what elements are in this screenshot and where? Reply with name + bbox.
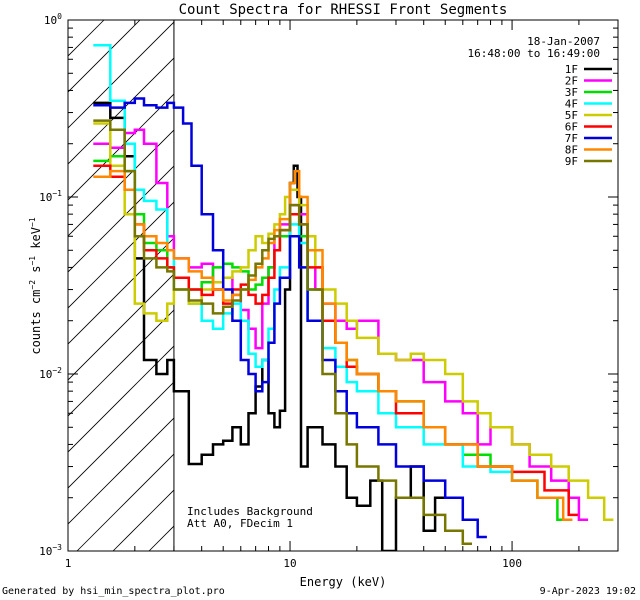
- series-4F-line: [93, 44, 522, 482]
- hatch-line: [329, 20, 640, 551]
- hatch-line: [68, 165, 174, 273]
- plot-frame: [67, 19, 619, 552]
- hatch-line: [545, 20, 640, 551]
- legend-label-6F: 6F: [565, 121, 578, 134]
- hatch-line: [617, 20, 640, 551]
- series-1F-line: [93, 101, 445, 551]
- hatch-line: [581, 20, 640, 551]
- hatch-line: [76, 453, 174, 551]
- x-tick-label: 1: [65, 557, 72, 570]
- x-tick-label: 10: [283, 557, 296, 570]
- axes: 1 10 100 10−3 10−2 10−1 100: [39, 12, 619, 570]
- date-label: 18-Jan-2007: [527, 35, 600, 48]
- y-tick-label: 10−3: [39, 543, 62, 558]
- hatch-line: [68, 273, 174, 381]
- hatch-line: [68, 21, 174, 129]
- y-label-mid1: s: [29, 266, 43, 280]
- y-label-exp2: −1: [28, 256, 37, 266]
- legend-label-9F: 9F: [565, 155, 578, 168]
- footer-generated: Generated by hsi_min_spectra_plot.pro: [2, 586, 225, 597]
- series-2F-line: [93, 128, 589, 522]
- legend-label-3F: 3F: [565, 86, 578, 99]
- chart-title: Count Spectra for RHESSI Front Segments: [179, 2, 508, 18]
- legend-label-8F: 8F: [565, 144, 578, 157]
- y-label-pre: counts cm: [29, 290, 43, 355]
- hatch-line: [68, 381, 174, 489]
- time-range-label: 16:48:00 to 16:49:00: [468, 47, 600, 60]
- hatch-line: [112, 489, 174, 551]
- annotation-background: Includes Background: [187, 505, 313, 518]
- y-tick-label: 10−1: [39, 189, 62, 204]
- legend-label-4F: 4F: [565, 98, 578, 111]
- hatch-line: [68, 345, 174, 453]
- annotation-attenuator: Att A0, FDecim 1: [187, 517, 293, 530]
- footer-timestamp: 9-Apr-2023 19:02: [539, 586, 636, 597]
- legend-label-5F: 5F: [565, 109, 578, 122]
- hatch-line: [68, 417, 174, 525]
- hatch-line: [68, 20, 105, 57]
- hatch-line: [68, 237, 174, 345]
- y-label-exp1: −2: [28, 280, 37, 290]
- x-tick-label: 100: [502, 557, 522, 570]
- hatch-line: [293, 20, 640, 551]
- y-label-exp3: −1: [28, 217, 37, 227]
- series-7F-line: [93, 97, 487, 539]
- y-tick-label: 10−2: [39, 366, 62, 381]
- legend-label-2F: 2F: [565, 75, 578, 88]
- x-axis-label: Energy (keV): [300, 575, 387, 589]
- legend-label-1F: 1F: [565, 63, 578, 76]
- series-8F-line: [93, 169, 573, 522]
- y-tick-label: 100: [44, 12, 62, 27]
- hatch-line: [68, 201, 174, 309]
- series-9F-line: [93, 119, 472, 545]
- y-label-mid2: keV: [29, 227, 43, 256]
- series-5F-line: [93, 122, 614, 522]
- legend-label-7F: 7F: [565, 132, 578, 145]
- y-axis-label: counts cm−2 s−1 keV−1: [28, 217, 43, 354]
- spectra-series: [93, 44, 614, 551]
